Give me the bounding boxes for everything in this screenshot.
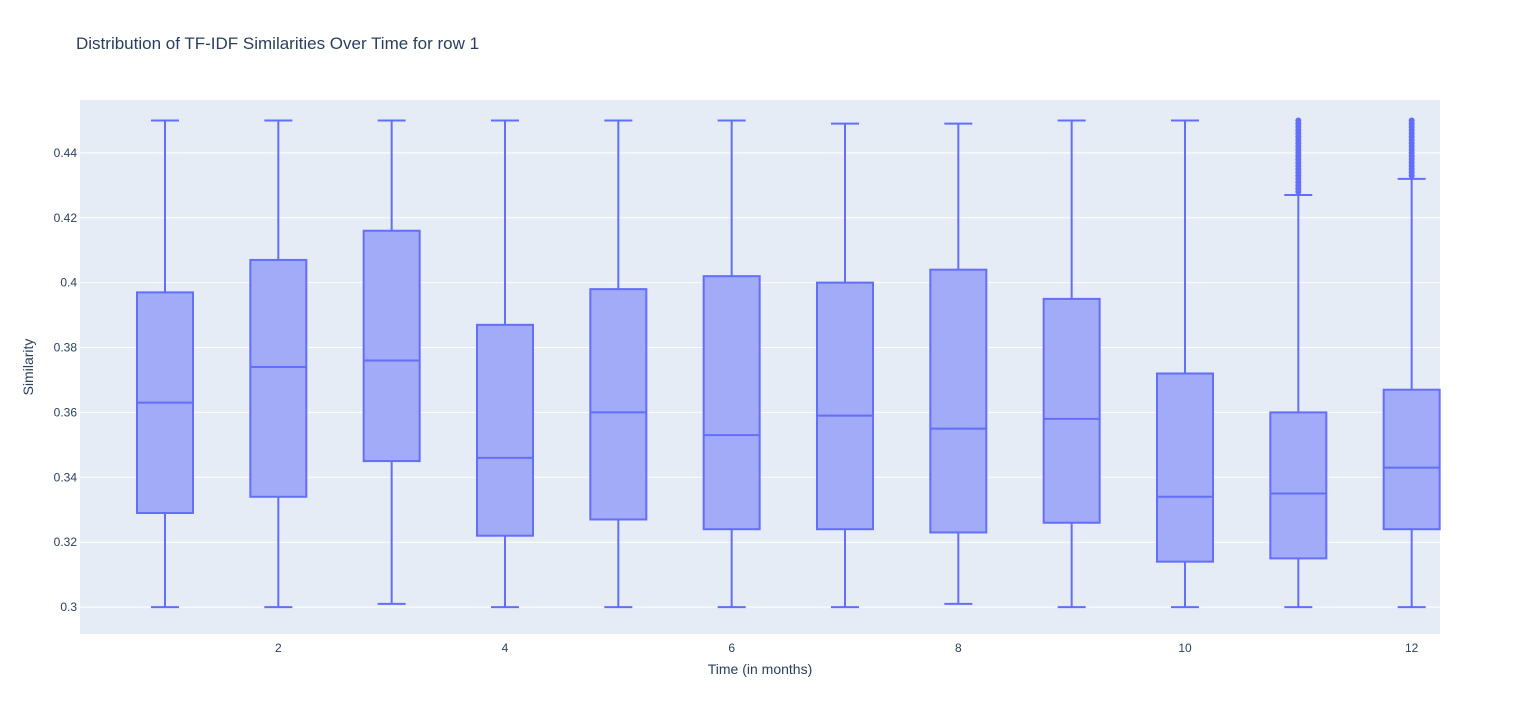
y-tick-label: 0.3 — [60, 600, 77, 614]
y-tick-label: 0.36 — [54, 405, 78, 419]
x-tick-label: 8 — [955, 641, 962, 655]
x-axis-title: Time (in months) — [708, 661, 813, 677]
box-body[interactable] — [589, 288, 648, 521]
box-month-5[interactable] — [589, 119, 648, 609]
box-month-11[interactable] — [1269, 117, 1328, 609]
box-month-1[interactable] — [136, 119, 194, 609]
chart-title: Distribution of TF-IDF Similarities Over… — [76, 34, 480, 53]
y-tick-label: 0.32 — [54, 535, 78, 549]
box-month-4[interactable] — [476, 119, 534, 609]
y-tick-label: 0.34 — [54, 470, 78, 484]
box-body[interactable] — [1382, 388, 1441, 531]
box-month-10[interactable] — [1156, 119, 1214, 609]
y-tick-label: 0.38 — [54, 341, 78, 355]
box-series[interactable] — [136, 117, 1441, 609]
box-body[interactable] — [1042, 297, 1101, 524]
box-body[interactable] — [249, 258, 308, 498]
box-month-8[interactable] — [929, 122, 988, 605]
box-body[interactable] — [702, 275, 761, 531]
x-tick-label: 6 — [728, 641, 735, 655]
box-month-2[interactable] — [249, 119, 308, 609]
y-axis-title: Similarity — [20, 339, 36, 396]
box-month-7[interactable] — [816, 122, 874, 609]
y-tick-labels: 0.3 0.32 0.34 0.36 0.38 0.4 0.42 0.44 — [54, 146, 78, 614]
box-month-6[interactable] — [702, 119, 761, 609]
outlier-point[interactable] — [1408, 117, 1415, 124]
x-tick-label: 12 — [1405, 641, 1419, 655]
box-month-9[interactable] — [1042, 119, 1101, 609]
x-tick-label: 2 — [275, 641, 282, 655]
x-tick-label: 4 — [502, 641, 509, 655]
box-body[interactable] — [1269, 411, 1328, 560]
box-body[interactable] — [476, 323, 534, 537]
box-month-3[interactable] — [362, 119, 421, 605]
y-tick-label: 0.42 — [54, 211, 78, 225]
x-tick-labels: 2 4 6 8 10 12 — [275, 641, 1419, 655]
box-month-12[interactable] — [1382, 117, 1441, 609]
box-body[interactable] — [1156, 372, 1214, 563]
y-tick-label: 0.44 — [54, 146, 78, 160]
outlier-point[interactable] — [1295, 117, 1302, 124]
x-tick-label: 10 — [1178, 641, 1192, 655]
box-body[interactable] — [362, 229, 421, 463]
box-body[interactable] — [929, 268, 988, 534]
y-tick-label: 0.4 — [60, 276, 77, 290]
box-body[interactable] — [816, 281, 874, 531]
